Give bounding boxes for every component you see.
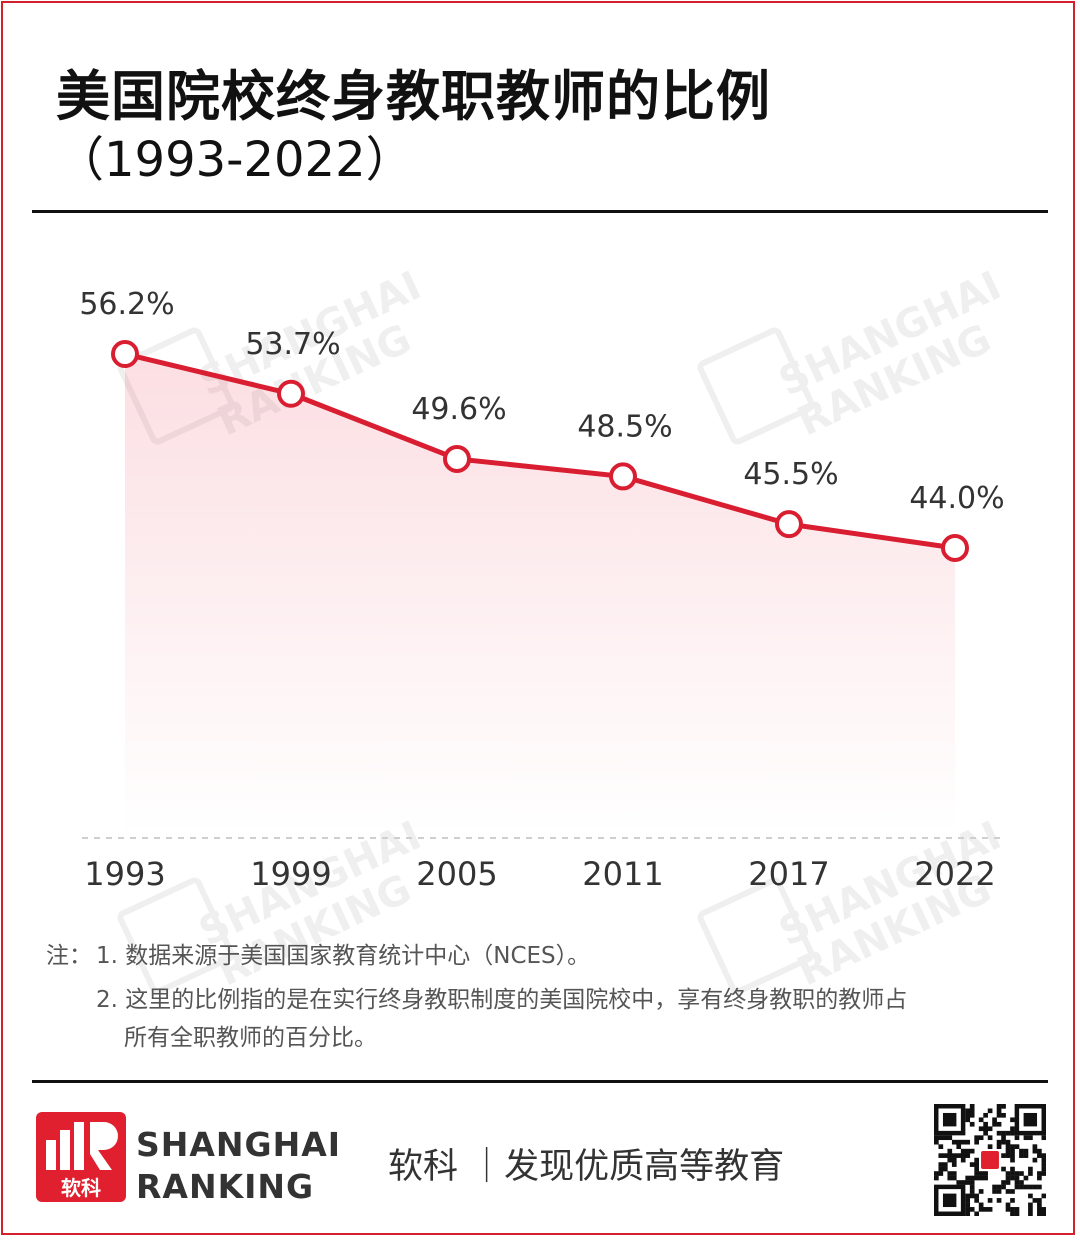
shanghai-ranking-logo: 软科 (36, 1112, 126, 1202)
data-label: 44.0% (909, 481, 1004, 516)
brand-name: SHANGHAI RANKING (136, 1124, 341, 1208)
data-point (111, 340, 139, 368)
x-tick-label: 1999 (250, 855, 331, 893)
data-label: 49.6% (411, 392, 506, 427)
data-label: 53.7% (245, 327, 340, 362)
note-item: 所有全职教师的百分比。 (124, 1025, 377, 1051)
chart-subtitle: （1993-2022） (56, 132, 414, 188)
data-label: 45.5% (743, 457, 838, 492)
data-point (609, 462, 637, 491)
slogan: 软科 ｜发现优质高等教育 (388, 1147, 785, 1187)
bottom-divider (32, 1080, 1048, 1083)
data-point (775, 510, 803, 539)
series-line (124, 351, 956, 551)
line-chart: 56.2% 53.7% 49.6% 48.5% 45.5% 44.0% 1993 1999 2… (79, 287, 1004, 893)
x-tick-label: 2017 (748, 855, 829, 893)
data-label: 48.5% (577, 409, 672, 444)
data-point (277, 379, 305, 408)
data-label: 56.2% (79, 287, 174, 322)
chart-title: 美国院校终身教职教师的比例 (56, 65, 771, 128)
note-item: 2. 这里的比例指的是在实行终身教职制度的美国院校中，享有终身教职的教师占 (96, 987, 908, 1013)
top-divider (32, 210, 1048, 213)
notes-label: 注： (46, 943, 92, 969)
data-point (941, 533, 969, 562)
x-tick-label: 2022 (914, 855, 995, 893)
x-tick-label: 2011 (582, 855, 663, 893)
brand-line-1: SHANGHAI (136, 1125, 342, 1164)
note-item: 1. 数据来源于美国国家教育统计中心（NCES）。 (96, 943, 591, 969)
qr-code-icon (934, 1104, 1046, 1216)
data-point (443, 444, 471, 473)
logo-text: 软科 (61, 1176, 101, 1200)
x-tick-label: 2005 (416, 855, 497, 893)
area-fill (125, 354, 955, 835)
brand-line-2: RANKING (136, 1167, 315, 1206)
x-tick-label: 1993 (84, 855, 165, 893)
